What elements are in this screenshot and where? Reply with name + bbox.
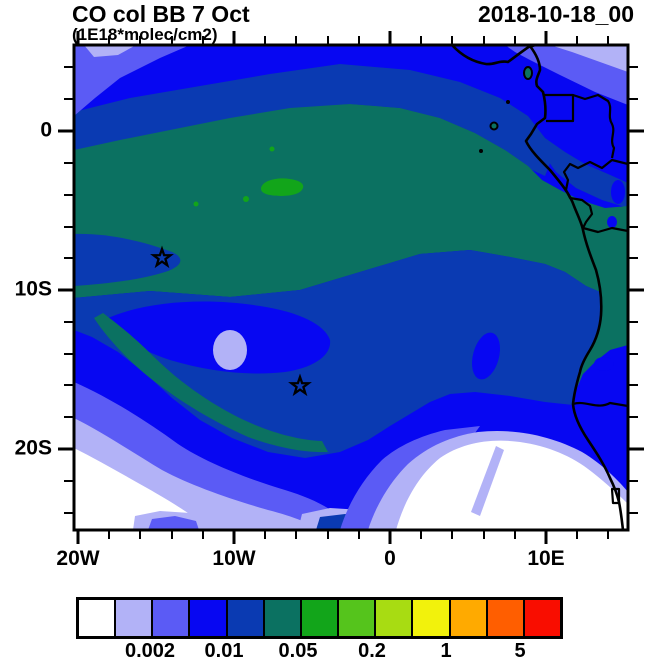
colorbar-cell xyxy=(299,600,338,636)
field-teal-main xyxy=(74,104,628,400)
field-white-se xyxy=(396,440,628,530)
star-icon xyxy=(288,373,312,397)
field-periwinkle-se xyxy=(340,426,480,530)
longitude-label: 20W xyxy=(56,547,100,570)
colorbar-cell xyxy=(114,600,152,636)
country-borders xyxy=(529,45,628,505)
bioko-island xyxy=(523,66,533,80)
star-marker xyxy=(150,245,174,269)
field-green-dot xyxy=(193,201,199,207)
field-periwinkle-nw xyxy=(74,45,190,116)
colorbar-cell xyxy=(374,600,412,636)
field-layers xyxy=(74,45,628,530)
colorbar-cell xyxy=(262,600,300,636)
field-lightperiwinkle-nw xyxy=(84,45,136,57)
colorbar-cell xyxy=(225,600,263,636)
colorbar-tick-label: 1 xyxy=(440,640,452,662)
field-darkblue-band-east xyxy=(544,138,628,208)
colorbar-cell xyxy=(337,600,375,636)
field-blue-pocket xyxy=(594,357,614,371)
border-walvis-bay xyxy=(610,487,621,505)
latitude-label: 0 xyxy=(40,118,52,142)
colorbar-cell xyxy=(522,600,561,636)
colorbar-tick-label: 0.2 xyxy=(358,640,386,662)
field-bottom-patch-core xyxy=(148,516,199,530)
border-gabon-congo xyxy=(572,93,616,159)
colorbar-tick-label: 5 xyxy=(514,640,526,662)
colorbar-tick-label: 0.01 xyxy=(204,640,244,662)
field-blue-pocket xyxy=(607,216,617,228)
border-angola-namibia xyxy=(572,401,628,408)
star-icon xyxy=(150,245,174,269)
border-rio-muni xyxy=(543,93,575,123)
colorbar-tick-label: 0.002 xyxy=(124,640,176,662)
colorbar-cell xyxy=(448,600,486,636)
field-blue-pocket-south xyxy=(471,332,501,380)
field-green-maximum xyxy=(261,178,304,196)
field-darkblue-band-north xyxy=(74,64,552,176)
longitude-label: 10E xyxy=(527,547,565,570)
field-white-sw xyxy=(74,448,205,530)
field-lightperiwinkle-ne xyxy=(550,45,628,72)
colorbar xyxy=(76,597,563,639)
principe-island xyxy=(506,100,510,104)
plot-datetime: 2018-10-18_00 xyxy=(477,1,634,27)
colorbar-cell xyxy=(151,600,189,636)
plot-units: (1E18*molec/cm2) xyxy=(72,25,218,44)
colorbar-cell xyxy=(79,600,115,636)
field-green-dot xyxy=(243,196,249,202)
field-green-dot xyxy=(269,146,275,152)
star-marker xyxy=(288,373,312,397)
border-congo-drc-cabinda xyxy=(562,158,628,234)
longitude-label: 10W xyxy=(212,547,256,570)
sao-tome-island xyxy=(489,121,499,131)
annobon-island xyxy=(479,149,483,153)
latitude-label: 20S xyxy=(14,436,52,460)
field-blue-pocket xyxy=(611,180,625,204)
field-lightperiwinkle-blob xyxy=(213,330,247,370)
longitude-label: 0 xyxy=(384,547,396,570)
colorbar-cell xyxy=(411,600,449,636)
axis-ticks xyxy=(58,31,644,544)
plot-title: CO col BB 7 Oct xyxy=(72,1,250,27)
field-lightperiwinkle-streak xyxy=(471,446,504,516)
colorbar-cell xyxy=(188,600,226,636)
field-darkblue-lobe-west xyxy=(74,233,181,286)
colorbar-cell xyxy=(485,600,523,636)
colorbar-tick-label: 0.05 xyxy=(278,640,318,662)
field-teal-crescent xyxy=(94,313,328,453)
latitude-label: 10S xyxy=(14,277,52,301)
map-frame xyxy=(72,43,630,532)
